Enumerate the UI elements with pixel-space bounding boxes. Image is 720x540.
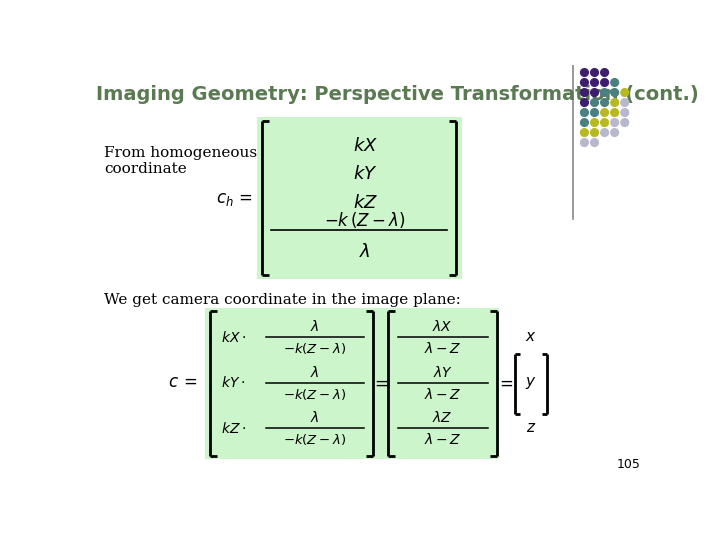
Text: $-k(Z-\lambda)$: $-k(Z-\lambda)$ [283, 433, 346, 447]
Text: $\lambda$: $\lambda$ [310, 410, 320, 425]
Circle shape [600, 119, 608, 126]
Circle shape [611, 119, 618, 126]
Circle shape [600, 99, 608, 106]
Circle shape [621, 109, 629, 117]
Text: $-k(Z-\lambda)$: $-k(Z-\lambda)$ [283, 387, 346, 402]
Circle shape [590, 79, 598, 86]
Circle shape [590, 109, 598, 117]
Text: $kX$: $kX$ [353, 137, 378, 154]
FancyBboxPatch shape [256, 117, 462, 279]
Text: $kZ\cdot$: $kZ\cdot$ [221, 421, 246, 436]
Text: $\lambda$: $\lambda$ [359, 243, 371, 261]
Circle shape [611, 109, 618, 117]
Text: $kZ$: $kZ$ [353, 194, 378, 212]
Text: $kY$: $kY$ [353, 165, 377, 183]
Text: $y$: $y$ [525, 375, 537, 391]
Circle shape [611, 89, 618, 96]
Text: $\lambda Y$: $\lambda Y$ [433, 364, 453, 380]
Circle shape [580, 99, 588, 106]
Circle shape [590, 139, 598, 146]
Circle shape [590, 89, 598, 96]
Circle shape [621, 89, 629, 96]
Text: $kY\cdot$: $kY\cdot$ [221, 375, 245, 390]
Circle shape [590, 69, 598, 76]
Text: $\lambda$: $\lambda$ [310, 319, 320, 334]
Text: Imaging Geometry: Perspective Transformation (cont.): Imaging Geometry: Perspective Transforma… [96, 85, 699, 104]
Text: $-k\,(Z - \lambda)$: $-k\,(Z - \lambda)$ [325, 210, 406, 230]
Text: From homogeneous
coordinate: From homogeneous coordinate [104, 146, 257, 176]
Circle shape [621, 119, 629, 126]
Text: $\lambda Z$: $\lambda Z$ [432, 410, 453, 425]
Circle shape [590, 99, 598, 106]
Circle shape [600, 79, 608, 86]
Text: $\lambda - Z$: $\lambda - Z$ [424, 433, 462, 447]
Circle shape [580, 139, 588, 146]
Text: We get camera coordinate in the image plane:: We get camera coordinate in the image pl… [104, 293, 461, 307]
Circle shape [580, 89, 588, 96]
Text: $kX\cdot$: $kX\cdot$ [221, 330, 246, 345]
Text: $\lambda$: $\lambda$ [310, 364, 320, 380]
Circle shape [580, 129, 588, 137]
Text: $=$: $=$ [372, 374, 389, 392]
Text: $c\,=$: $c\,=$ [168, 374, 197, 392]
Circle shape [580, 109, 588, 117]
Circle shape [611, 129, 618, 137]
Circle shape [600, 109, 608, 117]
Text: $c_h\,=$: $c_h\,=$ [216, 191, 253, 208]
Circle shape [580, 79, 588, 86]
Circle shape [600, 69, 608, 76]
Circle shape [600, 89, 608, 96]
Text: $\lambda - Z$: $\lambda - Z$ [424, 341, 462, 356]
Text: $-k(Z-\lambda)$: $-k(Z-\lambda)$ [283, 341, 346, 356]
Text: $z$: $z$ [526, 421, 536, 435]
Circle shape [580, 69, 588, 76]
Circle shape [611, 79, 618, 86]
Text: $\lambda X$: $\lambda X$ [432, 319, 453, 334]
Text: $x$: $x$ [525, 330, 536, 345]
Text: $=$: $=$ [496, 374, 513, 392]
Circle shape [590, 119, 598, 126]
Circle shape [621, 99, 629, 106]
Circle shape [580, 119, 588, 126]
FancyBboxPatch shape [204, 308, 499, 459]
Text: 105: 105 [616, 458, 640, 471]
Circle shape [611, 99, 618, 106]
Text: $\lambda - Z$: $\lambda - Z$ [424, 387, 462, 402]
Circle shape [590, 129, 598, 137]
Circle shape [600, 129, 608, 137]
